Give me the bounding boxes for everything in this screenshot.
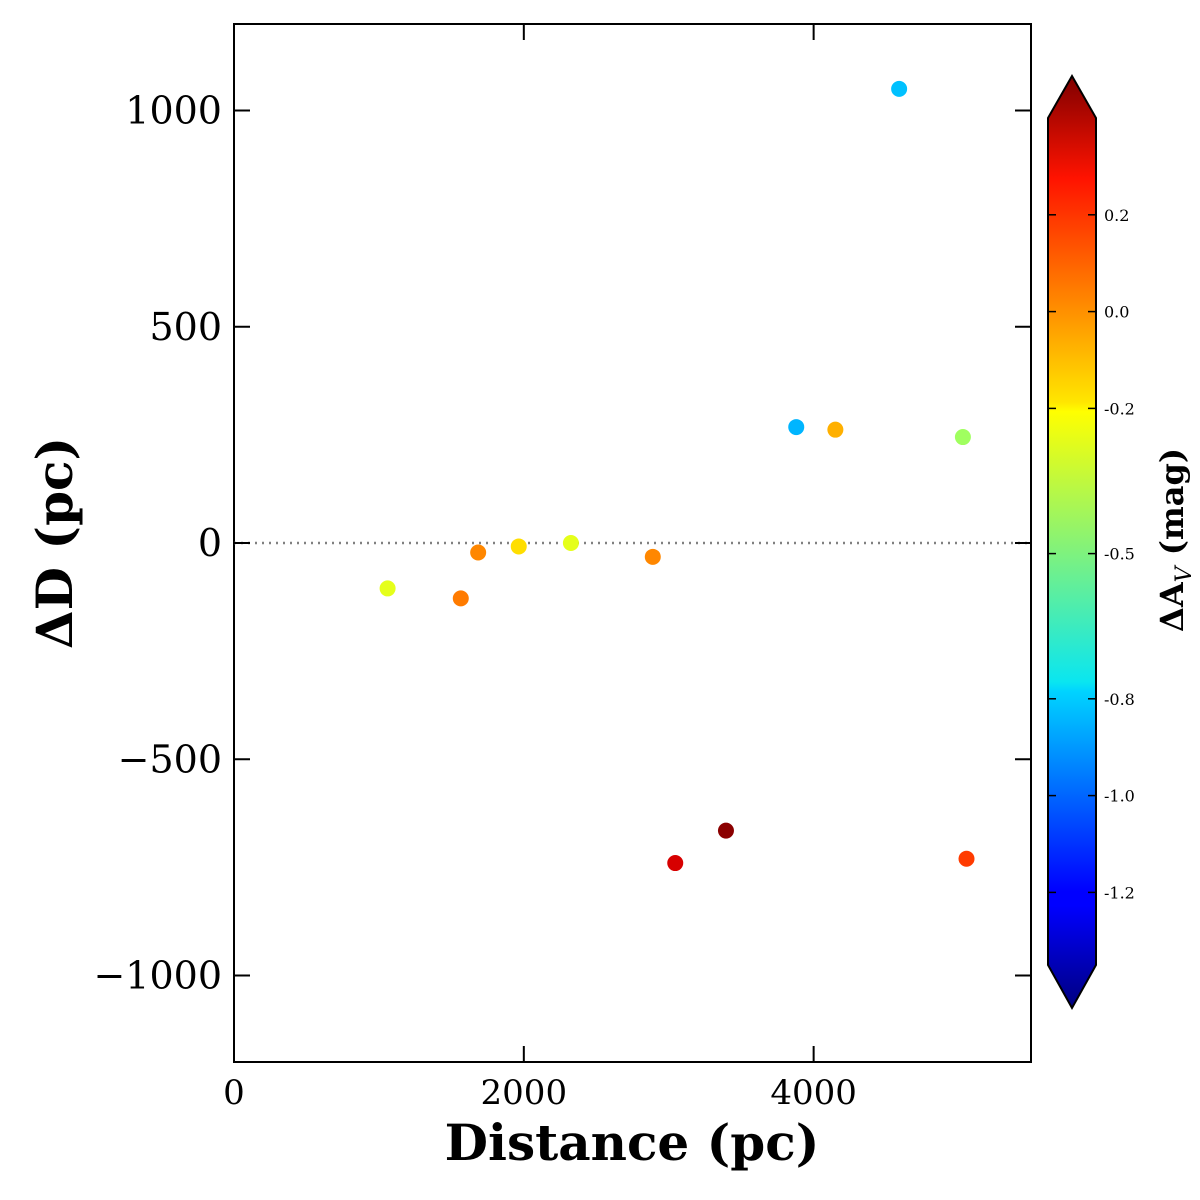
- x-axis-title: Distance (pc): [445, 1113, 820, 1172]
- colorbar-label-unit: (mag): [1153, 448, 1191, 566]
- y-tick-label: 0: [198, 521, 222, 565]
- data-point: [644, 548, 661, 565]
- data-point: [717, 822, 734, 839]
- y-tick-label: 500: [149, 305, 222, 349]
- data-point: [891, 80, 908, 97]
- x-axis-ticks: 0 2000 4000: [223, 24, 857, 1113]
- colorbar-body: [1047, 73, 1097, 1011]
- y-tick-label: −1000: [93, 954, 222, 998]
- data-points: [379, 80, 975, 872]
- data-point: [510, 538, 527, 555]
- data-point: [562, 535, 579, 551]
- data-point: [452, 590, 469, 607]
- data-point: [958, 850, 975, 867]
- x-tick-label: 0: [223, 1073, 245, 1113]
- colorbar-tick-label: 0.0: [1104, 303, 1129, 322]
- data-point: [827, 421, 844, 438]
- data-point: [954, 429, 971, 446]
- y-axis-ticks: −1000 −500 0 500 1000: [93, 89, 1031, 998]
- x-tick-label: 4000: [770, 1073, 857, 1113]
- colorbar-label-sub: V: [1172, 564, 1197, 582]
- colorbar-tick-label: 0.2: [1104, 206, 1129, 225]
- colorbar-tick-label: -1.0: [1104, 787, 1135, 806]
- colorbar-label: ΔAV (mag): [1153, 448, 1197, 632]
- colorbar-tick-label: -0.8: [1104, 690, 1135, 709]
- colorbar: 0.2 0.0 -0.2 -0.5 -0.8 -1.0 -1.2 ΔAV (mag): [1047, 73, 1197, 1011]
- colorbar-label-main: ΔA: [1153, 581, 1191, 632]
- data-point: [379, 580, 396, 597]
- data-point: [470, 544, 487, 561]
- y-tick-label: −500: [118, 737, 222, 781]
- data-point: [788, 419, 805, 436]
- data-point: [667, 855, 684, 872]
- colorbar-tick-label: -0.2: [1104, 399, 1135, 418]
- y-axis-title: ΔD (pc): [25, 437, 84, 649]
- y-tick-label: 1000: [125, 89, 222, 133]
- colorbar-ticks: 0.2 0.0 -0.2 -0.5 -0.8 -1.0 -1.2: [1048, 206, 1135, 902]
- colorbar-tick-label: -0.5: [1104, 545, 1135, 564]
- colorbar-tick-label: -1.2: [1104, 883, 1135, 902]
- x-tick-label: 2000: [481, 1073, 568, 1113]
